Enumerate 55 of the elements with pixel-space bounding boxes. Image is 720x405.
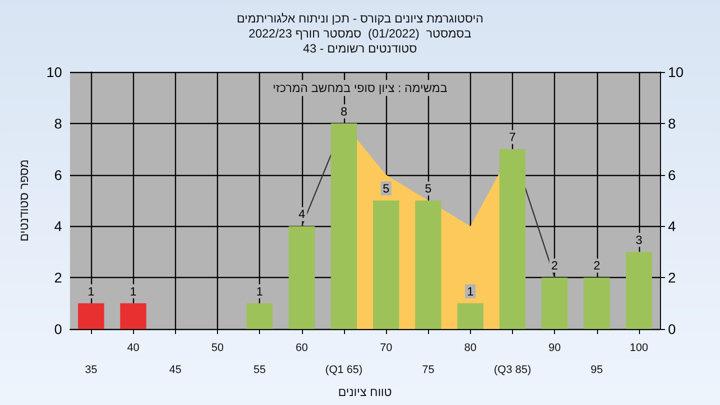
data-label: 8 [340,104,348,118]
y2-tick-label: 4 [668,218,676,234]
data-label: 3 [636,232,643,247]
bar [457,303,484,329]
x-tick-label: 35 [84,364,98,376]
x-axis-title: טווח ציונים [338,384,392,399]
bar [373,200,400,329]
bar [499,149,526,329]
bar [542,278,568,329]
y2-tick-label: 10 [668,64,684,80]
data-label: 7 [509,130,516,144]
x-tick-label: 80 [464,342,476,354]
y-tick-label: 2 [54,270,62,286]
bar [330,123,357,329]
y2-tick-label: 2 [668,270,676,286]
bar [120,303,146,329]
y-tick-label: 6 [54,166,62,183]
x-tick-label: 40 [127,342,140,354]
data-label: 4 [298,207,306,222]
data-label: 5 [382,182,390,196]
bar [246,303,273,329]
x-tick-label: (Q3 85) [494,364,532,376]
bar [584,278,610,329]
x-tick-label: 70 [380,342,392,354]
x-tick-label: 50 [211,342,224,354]
y2-tick-label: 8 [668,115,676,132]
x-tick-label: 100 [630,342,648,354]
x-tick-label: 60 [296,342,308,354]
bar [78,303,104,329]
data-label: 1 [256,284,264,298]
x-tick-label: 75 [422,364,434,376]
x-tick-label: 95 [590,364,603,376]
y2-tick-label: 0 [668,321,676,337]
x-tick-label: 55 [254,364,266,376]
data-label: 2 [593,258,600,273]
chart-title: היסטוגרמת ציונים בקורס - תכן וניתוח אלגוריתמים [236,12,484,26]
x-tick-label: (Q1 65) [325,364,363,376]
y-tick-label: 10 [46,64,62,80]
bar [288,226,315,329]
y-tick-label: 8 [54,115,62,132]
data-label: 2 [551,258,558,273]
y-axis-title: מספר סטודנטים [17,159,31,242]
y2-tick-label: 6 [668,166,676,183]
x-tick-label: 45 [169,364,182,376]
annotation: במשימה : ציון סופי במחשב המרכזי [272,81,448,95]
x-tick-label: 90 [548,342,561,354]
data-label: 1 [467,284,474,298]
data-label: 5 [424,182,432,196]
chart-subtitle: בסמסטר (01/2022) סמסטר חורף 2022/23 סטודנטים רשומים - 43 [248,26,472,56]
data-label: 1 [130,284,137,298]
y-tick-label: 4 [54,218,62,234]
bar [415,200,442,329]
data-label: 1 [88,284,95,298]
y-tick-label: 0 [54,321,62,337]
bar [626,252,652,329]
